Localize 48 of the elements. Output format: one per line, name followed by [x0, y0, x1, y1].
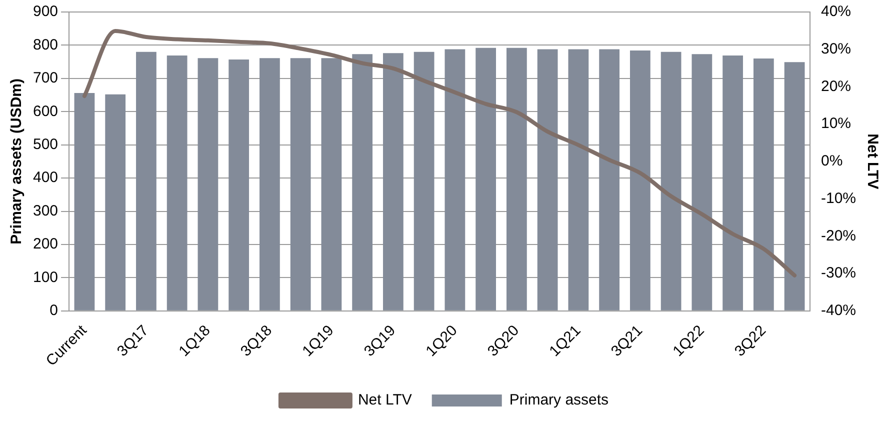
y2-tick-label: 40%: [820, 3, 852, 20]
bar: [506, 48, 527, 310]
line-series: [82, 29, 797, 278]
y-tick-label: 400: [32, 169, 58, 186]
bar: [105, 94, 126, 310]
legend-label: Primary assets: [509, 392, 609, 409]
bar: [136, 52, 156, 310]
bar: [599, 49, 620, 310]
y-tick-label: 0: [50, 302, 58, 320]
bar: [444, 49, 466, 310]
y2-tick-label: 20%: [820, 78, 852, 95]
y-axis-title: Primary assets (USDm): [8, 78, 26, 244]
y2-tick-label: 30%: [820, 40, 852, 58]
bar: [74, 93, 95, 310]
bar: [352, 54, 373, 310]
y-tick-label: 200: [32, 236, 58, 253]
bar: [166, 56, 188, 310]
y2-tick-label: -10%: [820, 190, 856, 207]
bar: [476, 48, 496, 310]
bar: [414, 52, 434, 310]
y-tick-label: 900: [32, 3, 58, 20]
y-tick-label: 500: [32, 136, 58, 153]
y-tick-label: 600: [32, 102, 58, 120]
y2-tick-label: -40%: [820, 302, 856, 320]
bar: [784, 62, 805, 310]
legend-label: Net LTV: [358, 392, 412, 409]
bar: [692, 54, 712, 310]
y-tick-label: 300: [32, 202, 58, 220]
y2-axis-title: Net LTV: [864, 134, 881, 190]
bar: [537, 49, 558, 310]
y-tick-label: 800: [32, 36, 58, 54]
y2-tick-label: -30%: [820, 264, 856, 282]
bar: [228, 59, 250, 310]
y-tick-label: 100: [32, 268, 58, 286]
bar: [753, 58, 774, 310]
bar: [630, 50, 650, 310]
bar: [321, 58, 342, 310]
bar: [722, 56, 743, 310]
bar: [198, 58, 218, 310]
y2-tick-label: 0%: [820, 152, 843, 170]
y-tick-label: 700: [32, 70, 58, 87]
bar: [383, 53, 404, 310]
bar: [568, 49, 589, 310]
bar: [660, 52, 682, 310]
bar: [290, 58, 311, 310]
bar: [260, 58, 280, 310]
y2-tick-label: 10%: [820, 115, 852, 132]
y2-tick-label: -20%: [820, 227, 856, 244]
